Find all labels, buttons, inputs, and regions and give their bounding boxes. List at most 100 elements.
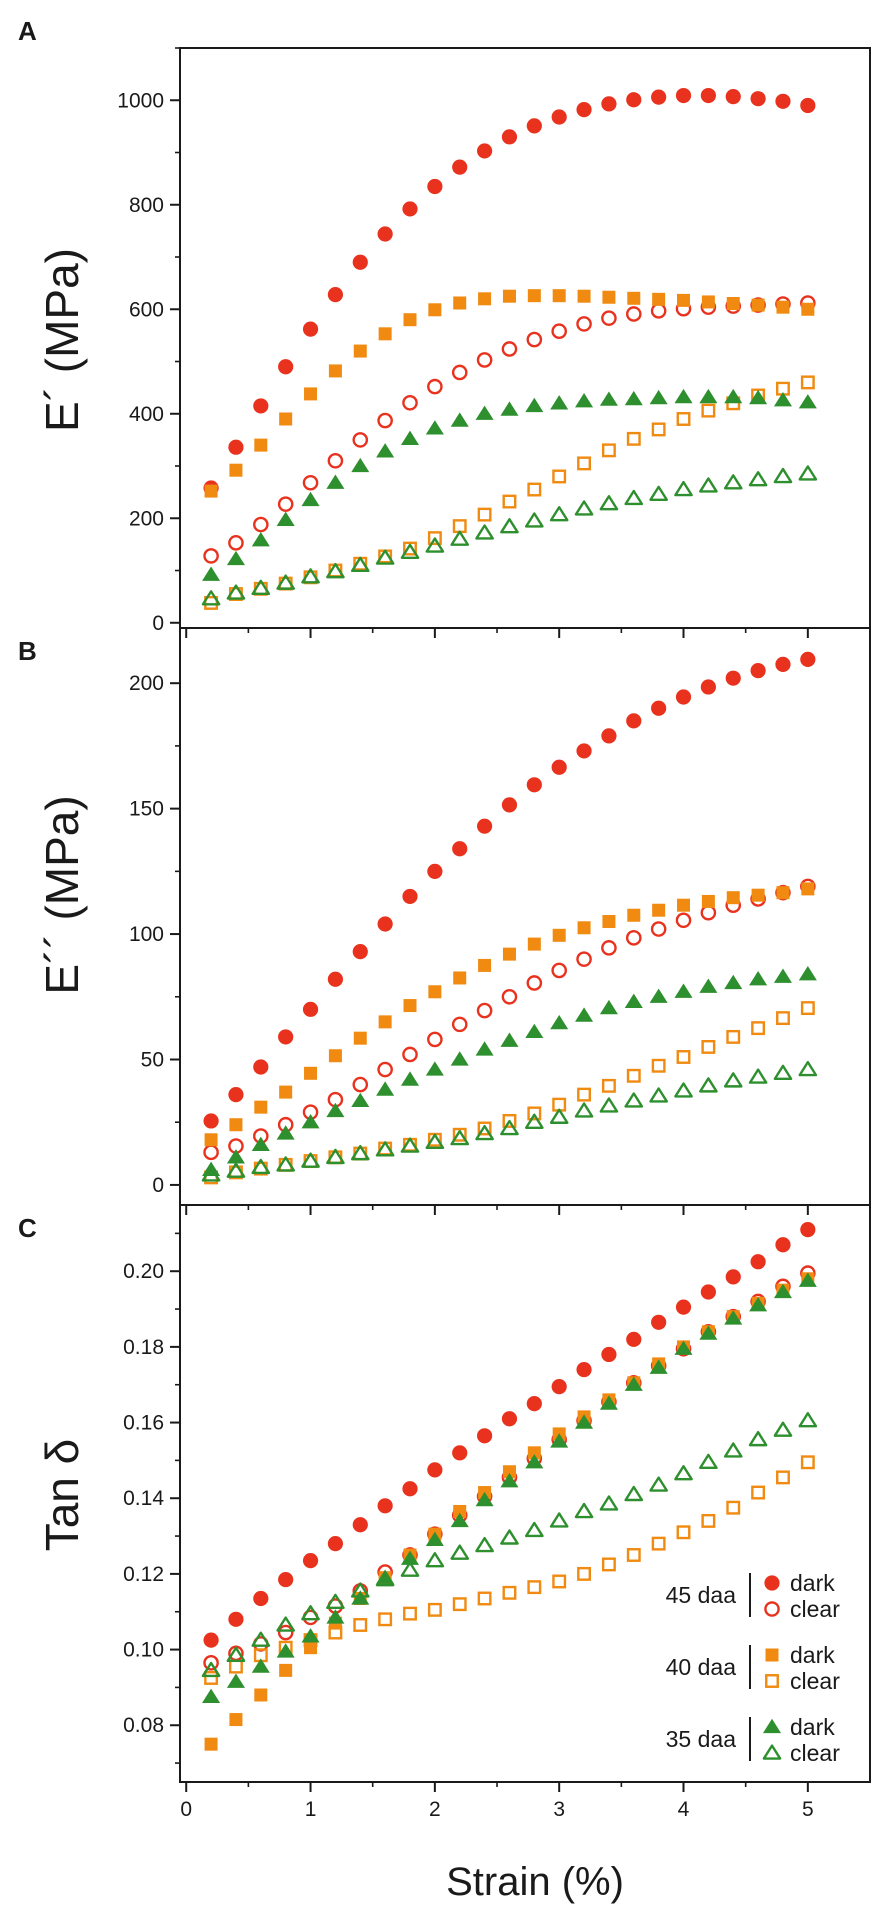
point-a-45-daa-clear [625,306,642,322]
panel-a-y-tick-label: 1000 [117,89,164,112]
point-c-40-daa-clear [378,1612,393,1627]
point-a-40-daa-dark [453,296,467,310]
point-c-35-daa-dark [773,1283,792,1299]
point-c-40-daa-clear [751,1485,766,1500]
point-c-45-daa-dark [800,1221,816,1238]
legend-entry-label: dark [790,1642,835,1668]
point-c-35-daa-dark [400,1550,420,1565]
point-a-35-daa-clear [574,500,594,516]
point-a-45-daa-dark [750,91,766,107]
point-a-35-daa-clear [674,480,693,497]
point-b-40-daa-clear [701,1040,716,1054]
point-c-45-daa-dark [651,1314,667,1330]
point-b-45-daa-dark [278,1029,294,1045]
point-a-45-daa-clear [750,297,766,313]
point-b-45-daa-dark [526,777,542,793]
point-a-45-daa-dark [452,159,468,175]
point-a-40-daa-dark [378,327,392,341]
point-c-45-daa-dark [278,1571,294,1588]
point-b-35-daa-clear [375,1141,395,1157]
point-b-45-daa-dark [725,670,741,686]
point-a-45-daa-clear [650,303,667,319]
point-a-35-daa-dark [326,474,345,489]
point-c-35-daa-clear [748,1430,768,1447]
legend-group-label: 35 daa [666,1726,737,1752]
point-b-45-daa-clear [650,921,667,937]
point-b-45-daa-dark [352,944,368,960]
point-b-35-daa-clear [574,1102,594,1118]
point-a-45-daa-dark [377,226,393,242]
point-a-45-daa-clear [451,364,468,381]
point-b-45-daa-clear [352,1076,369,1093]
point-b-40-daa-dark [652,903,666,917]
point-a-35-daa-clear [599,495,619,511]
x-tick-label: 0 [180,1798,192,1821]
point-b-35-daa-dark [450,1051,469,1066]
point-b-45-daa-clear [601,940,617,956]
point-a-35-daa-clear [475,524,494,540]
x-tick-label: 5 [802,1798,814,1821]
point-b-45-daa-dark [452,841,468,857]
point-b-35-daa-dark [550,1014,569,1030]
point-c-45-daa-clear [203,1655,219,1671]
x-tick-label: 2 [429,1798,441,1821]
point-c-35-daa-clear [375,1570,395,1587]
point-c-45-daa-dark [228,1611,244,1627]
point-a-35-daa-clear [500,518,519,534]
point-b-35-daa-clear [450,1129,470,1146]
point-b-35-daa-dark [301,1114,320,1129]
point-c-35-daa-dark [475,1491,494,1507]
point-c-35-daa-dark [599,1395,618,1410]
point-a-35-daa-dark [699,388,718,404]
panel-a: A E´ (MPa) 0 200 400 600 800 1000 [18,16,871,638]
x-tick-label: 3 [553,1798,565,1821]
point-b-35-daa-clear [723,1072,743,1088]
point-a-35-daa-clear [524,512,544,528]
point-a-45-daa-dark [427,178,443,195]
point-c-45-daa-dark [327,1536,344,1552]
legend-entry-label: clear [790,1740,840,1766]
point-a-40-daa-dark [527,289,541,303]
panel-b-y-tick-label: 150 [129,798,164,821]
point-c-45-daa-dark [501,1411,518,1427]
point-a-35-daa-clear [326,562,345,579]
point-c-45-daa-dark [725,1269,741,1285]
point-b-45-daa-clear [551,962,567,979]
point-b-45-daa-clear [451,1016,468,1033]
point-b-35-daa-dark [674,983,693,998]
point-b-45-daa-dark [203,1113,219,1129]
point-c-35-daa-clear [524,1521,544,1538]
panel-c-y-tick-label: 0.16 [123,1412,164,1435]
point-b-35-daa-dark [699,978,718,993]
point-b-40-daa-clear [626,1068,641,1083]
point-a-45-daa-clear [302,474,319,491]
point-b-35-daa-dark [724,974,743,990]
point-b-40-daa-dark [776,886,790,900]
point-c-35-daa-clear [699,1453,718,1470]
point-b-45-daa-dark [626,713,642,729]
point-b-45-daa-dark [228,1087,244,1103]
point-b-45-daa-dark [750,663,766,679]
point-a-40-daa-dark [502,289,516,303]
point-b-45-daa-dark [476,818,493,834]
point-c-35-daa-clear [350,1582,370,1598]
point-b-45-daa-dark [800,651,816,667]
point-b-35-daa-dark [500,1032,519,1047]
point-c-45-daa-clear [277,1624,294,1641]
point-a-35-daa-dark [400,430,420,445]
point-a-35-daa-clear [773,467,793,484]
point-c-35-daa-clear [425,1552,445,1568]
point-b-45-daa-dark [576,743,592,759]
point-a-40-daa-dark [304,387,318,401]
point-c-45-daa-dark [626,1331,642,1347]
point-b-45-daa-dark [327,971,344,987]
point-a-45-daa-clear [253,516,269,533]
point-c-45-daa-dark [476,1428,493,1444]
point-c-35-daa-dark [425,1531,444,1546]
point-b-40-daa-dark [552,928,566,942]
panel-c-frame [179,1204,871,1783]
point-a-35-daa-dark [773,391,792,407]
point-b-45-daa-dark [601,728,617,744]
point-a-40-daa-clear [403,541,417,556]
point-c-45-daa-dark [427,1462,443,1478]
